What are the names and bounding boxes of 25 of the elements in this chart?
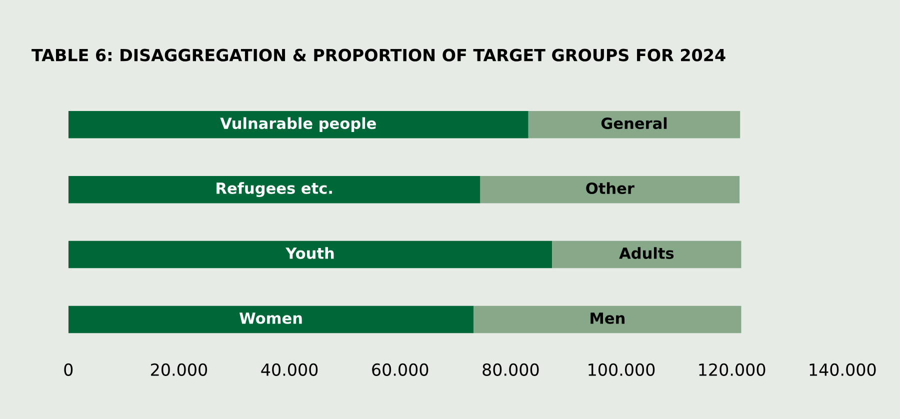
x-tick-label: 100.000 <box>588 363 655 376</box>
bar <box>68 240 552 268</box>
data-label: Youth <box>286 247 334 259</box>
x-tick-label: 80.000 <box>482 363 539 376</box>
x-tick-label: 40.000 <box>261 363 318 376</box>
bar <box>480 176 740 204</box>
x-tick-label: 140.000 <box>810 363 876 376</box>
bar <box>474 306 742 334</box>
data-label: General <box>601 117 667 130</box>
data-label: Adults <box>619 247 674 259</box>
x-tick-label: 60.000 <box>372 363 428 376</box>
bar <box>68 176 480 204</box>
bar <box>68 306 474 334</box>
bar <box>68 111 528 138</box>
bar <box>528 111 740 138</box>
x-tick-label: 120.000 <box>699 363 766 376</box>
chart-title: TABLE 6: DISAGGREGATION & PROPORTION OF TARGET GROUPS FOR 2024 <box>32 48 726 62</box>
data-label: Women <box>240 312 302 324</box>
x-tick-label: 20.000 <box>151 363 208 376</box>
data-label: Men <box>590 312 624 324</box>
data-label: Refugees etc. <box>216 182 332 198</box>
data-label: Vulnarable people <box>220 117 376 132</box>
bar <box>552 240 742 268</box>
data-label: Other <box>586 182 634 194</box>
x-tick-label: 0 <box>64 363 73 376</box>
